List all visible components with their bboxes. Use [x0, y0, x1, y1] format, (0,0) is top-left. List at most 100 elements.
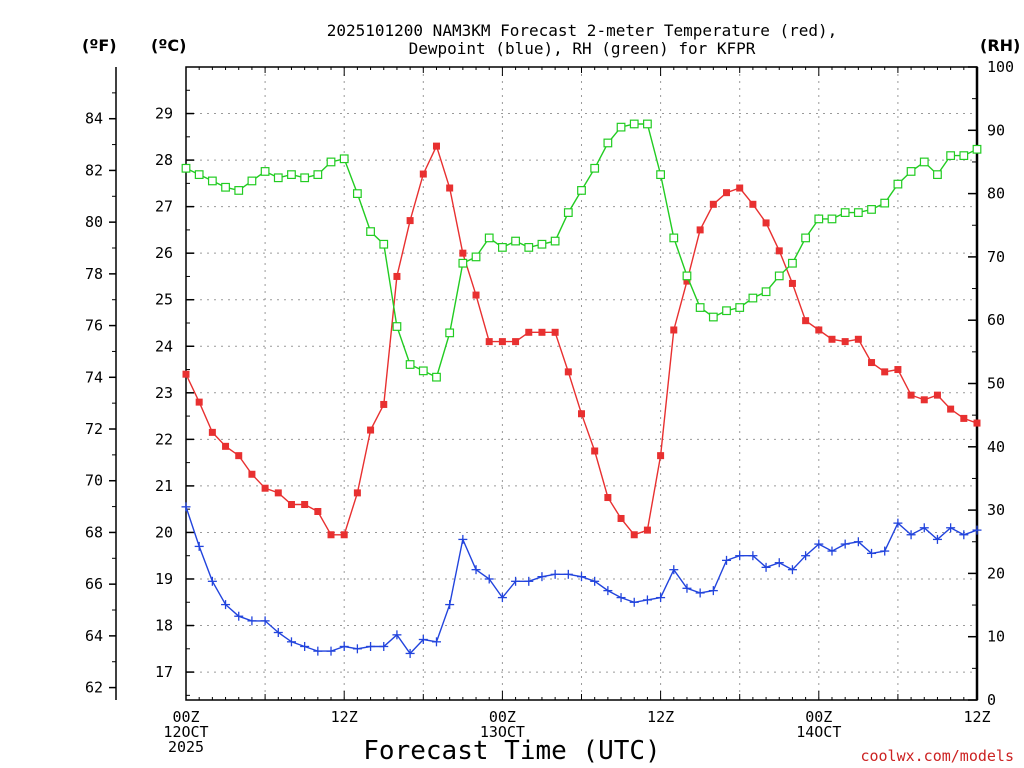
- x-tick-label: 00Z: [805, 708, 832, 726]
- temperature-point: [907, 391, 915, 399]
- temperature-point: [881, 368, 889, 376]
- celsius-tick-label: 19: [155, 570, 173, 588]
- celsius-tick-label: 22: [155, 430, 173, 448]
- dewpoint-point: [431, 637, 441, 647]
- x-tick-label: 2025: [168, 738, 204, 756]
- dewpoint-point: [603, 586, 613, 596]
- x-axis-label: Forecast Time (UTC): [363, 736, 660, 766]
- temperature-point: [327, 531, 335, 539]
- rh-point: [471, 252, 481, 262]
- temperature-point: [749, 200, 757, 208]
- dewpoint-point: [827, 546, 837, 556]
- dewpoint-point: [972, 525, 982, 535]
- dewpoint-point: [801, 551, 811, 561]
- rh-unit-label: (RH): [980, 36, 1020, 55]
- rh-point: [880, 198, 890, 208]
- dewpoint-point: [722, 555, 732, 565]
- celsius-tick-label: 29: [155, 105, 173, 123]
- series-dewpoint: [181, 502, 982, 658]
- rh-point: [221, 182, 230, 192]
- rh-point: [445, 328, 455, 338]
- watermark: coolwx.com/models: [860, 747, 1014, 765]
- temperature-point: [617, 514, 625, 522]
- temperature-point: [775, 247, 783, 255]
- dewpoint-point: [537, 572, 547, 582]
- temperature-point: [419, 170, 427, 178]
- temperature-point: [182, 370, 190, 378]
- dewpoint-point: [260, 616, 270, 626]
- dewpoint-point: [748, 551, 758, 561]
- dewpoint-point: [379, 641, 389, 651]
- fahrenheit-tick-label: 66: [85, 575, 103, 593]
- celsius-tick-label: 20: [155, 523, 173, 541]
- dewpoint-point: [484, 574, 494, 584]
- rh-point: [735, 303, 745, 312]
- temperature-point: [353, 489, 361, 497]
- dewpoint-point: [959, 530, 969, 540]
- dewpoint-point: [563, 569, 573, 579]
- temperature-point: [578, 410, 585, 418]
- temperature-point: [525, 328, 533, 336]
- fahrenheit-unit-label: (ºF): [82, 36, 117, 55]
- dewpoint-point: [735, 551, 745, 561]
- rh-point: [788, 258, 797, 268]
- x-tick-label: 13OCT: [480, 723, 525, 741]
- rh-point: [774, 271, 784, 281]
- dewpoint-point: [286, 637, 296, 647]
- temperature-point: [512, 338, 520, 346]
- celsius-tick-label: 25: [155, 291, 173, 309]
- rh-point: [300, 173, 310, 183]
- rh-point: [247, 176, 257, 186]
- dewpoint-point: [840, 539, 850, 549]
- rh-point: [959, 151, 969, 161]
- rh-point: [682, 271, 692, 281]
- temperature-point: [630, 531, 638, 539]
- temperature-point: [274, 489, 282, 497]
- rh-tick-label: 60: [987, 311, 1005, 329]
- dewpoint-point: [511, 576, 521, 586]
- temperature-point: [301, 501, 309, 509]
- rh-point: [814, 214, 824, 224]
- dewpoint-point: [497, 593, 507, 603]
- celsius-tick-label: 21: [155, 477, 173, 495]
- rh-point: [840, 208, 850, 217]
- temperature-point: [683, 277, 691, 285]
- temperature-point: [406, 217, 414, 225]
- x-tick-label: 14OCT: [796, 723, 841, 741]
- rh-point: [577, 186, 586, 195]
- rh-point: [629, 119, 639, 129]
- temperature-point: [696, 226, 704, 234]
- temperature-point: [854, 335, 862, 343]
- rh-point: [643, 119, 652, 129]
- dewpoint-point: [273, 628, 283, 638]
- temperature-point: [380, 400, 388, 408]
- rh-point: [432, 372, 441, 382]
- dewpoint-point: [339, 641, 349, 651]
- dewpoint-point: [906, 530, 916, 540]
- temperature-point: [538, 328, 546, 336]
- rh-point: [761, 287, 771, 297]
- temperature-point: [235, 452, 243, 460]
- dewpoint-point: [471, 565, 481, 575]
- temperature-point: [841, 338, 849, 346]
- x-tick-label: 12Z: [647, 708, 674, 726]
- rh-point: [695, 303, 705, 312]
- rh-tick-label: 20: [987, 564, 1005, 582]
- rh-point: [313, 170, 323, 180]
- temperature-point: [248, 470, 256, 478]
- dewpoint-point: [656, 593, 666, 603]
- dewpoint-point: [853, 537, 863, 547]
- fahrenheit-tick-label: 80: [85, 213, 103, 231]
- rh-point: [590, 163, 600, 173]
- dewpoint-point: [524, 576, 534, 586]
- rh-point: [484, 233, 494, 243]
- dewpoint-point: [682, 583, 692, 593]
- rh-point: [563, 208, 573, 217]
- dewpoint-point: [550, 569, 560, 579]
- temperature-point: [960, 414, 968, 422]
- dewpoint-point: [669, 565, 679, 575]
- temperature-point: [446, 184, 454, 192]
- dewpoint-point: [642, 595, 652, 605]
- chart-title-line-1: 2025101200 NAM3KM Forecast 2-meter Tempe…: [327, 21, 838, 40]
- series-layer: [181, 119, 982, 658]
